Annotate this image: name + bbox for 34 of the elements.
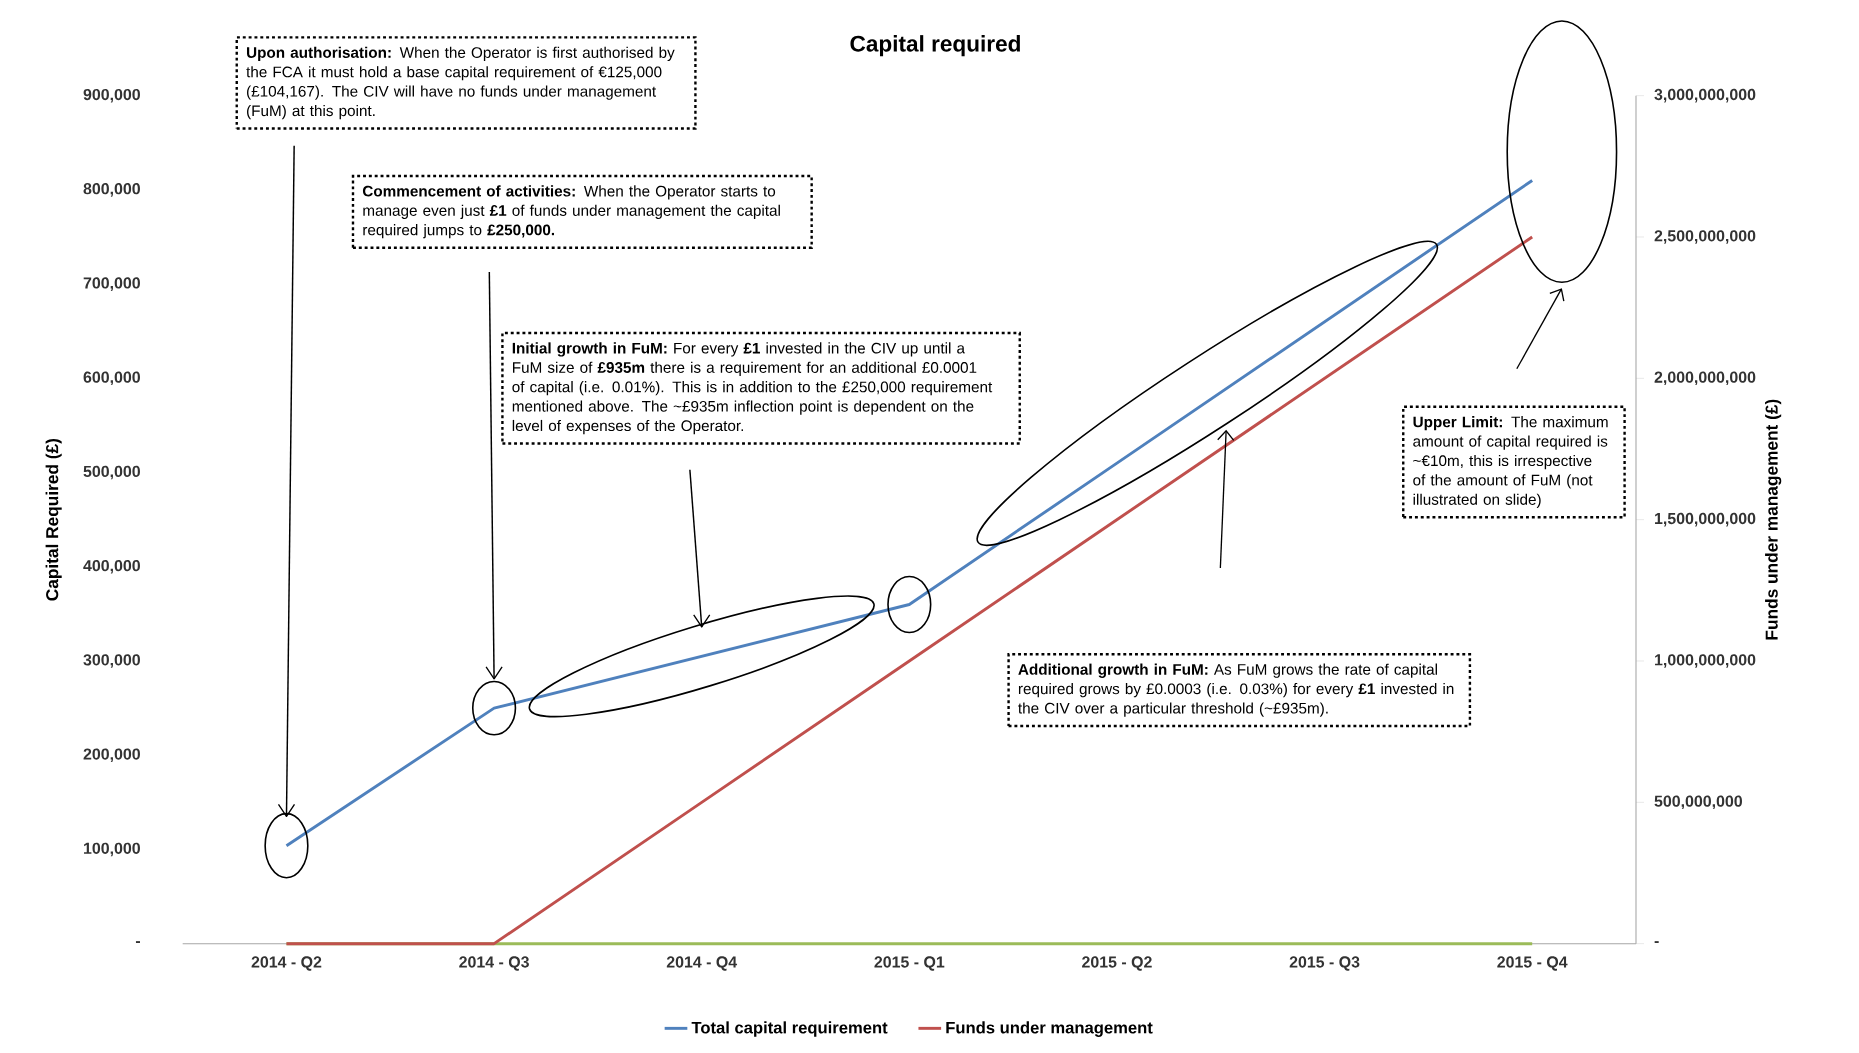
x-tick-label: 2014 - Q3	[459, 956, 529, 971]
legend-label: Funds under management	[946, 1021, 1153, 1037]
y2-tick-label: 1,000,000,000	[1655, 654, 1756, 668]
y-tick-label: 500,000	[83, 465, 140, 480]
chart-title: Capital required	[850, 35, 1020, 57]
y-tick-label: 100,000	[84, 842, 140, 857]
x-tick-label: 2015 - Q4	[1497, 956, 1568, 971]
legend-label: Total capital requirement	[691, 1021, 888, 1037]
y2-tick-label: 500,000,000	[1654, 795, 1742, 810]
y-tick-label: -	[135, 941, 140, 944]
y-tick-label: 200,000	[83, 748, 140, 763]
text: Commencement of activities: When the Operator starts to manage even just £1 of funds under management the capital required jumps to £250,000.	[362, 185, 780, 239]
y-tick-label: 300,000	[83, 654, 140, 668]
y-tick-label: 600,000	[83, 371, 140, 386]
y-tick-label: 400,000	[83, 559, 140, 574]
y-tick-label: 900,000	[83, 88, 140, 103]
y2-tick-label: 1,500,000,000	[1655, 512, 1756, 527]
y2-tick-label: 2,500,000,000	[1654, 230, 1756, 244]
text: Initial growth in FuM: For every £1 invested in the CIV up until a FuM size of £935m there is a requirement for an additional £0.0001 of capital (i.e. 0.01%). This is in addition to the £250,000 requirement mentioned above. The ~£935m inflection point is dependent on the level of expenses of the Operator.	[512, 342, 993, 435]
x-tick-label: 2015 - Q3	[1289, 956, 1360, 971]
y-tick-label: 700,000	[83, 277, 140, 291]
annotation: Upon authorisation: When the Operator is first authorised by the FCA it must hold a base capital requirement of €125,000 (£104,167). The CIV will have no funds under management (FuM) at this point.	[246, 46, 675, 120]
x-tick-label: 2014 - Q2	[251, 956, 322, 971]
x-tick-label: 2014 - Q4	[666, 956, 738, 971]
y-tick-label: 800,000	[83, 183, 140, 197]
y2-tick-label: 2,000,000,000	[1654, 371, 1756, 386]
y2-tick-label: 3,000,000,000	[1654, 88, 1756, 103]
y2-axis-title: Funds under management (£)	[1765, 399, 1782, 640]
annotation: Upper Limit: The maximum amount of capital required is ~€10m, this is irrespective of the amount of FuM (not illustrated on slide)	[1413, 416, 1608, 508]
text: Additional growth in FuM: As FuM grows the rate of capital required grows by £0.0003 (i.e. 0.03%) for every £1 invested in the CIV over a particular threshold (~£935m).	[1018, 663, 1454, 717]
x-tick-label: 2015 - Q2	[1082, 956, 1152, 971]
x-tick-label: 2015 - Q1	[874, 956, 945, 971]
y-axis-title: Capital Required (£)	[45, 438, 62, 601]
y2-tick-label: -	[1654, 941, 1659, 944]
